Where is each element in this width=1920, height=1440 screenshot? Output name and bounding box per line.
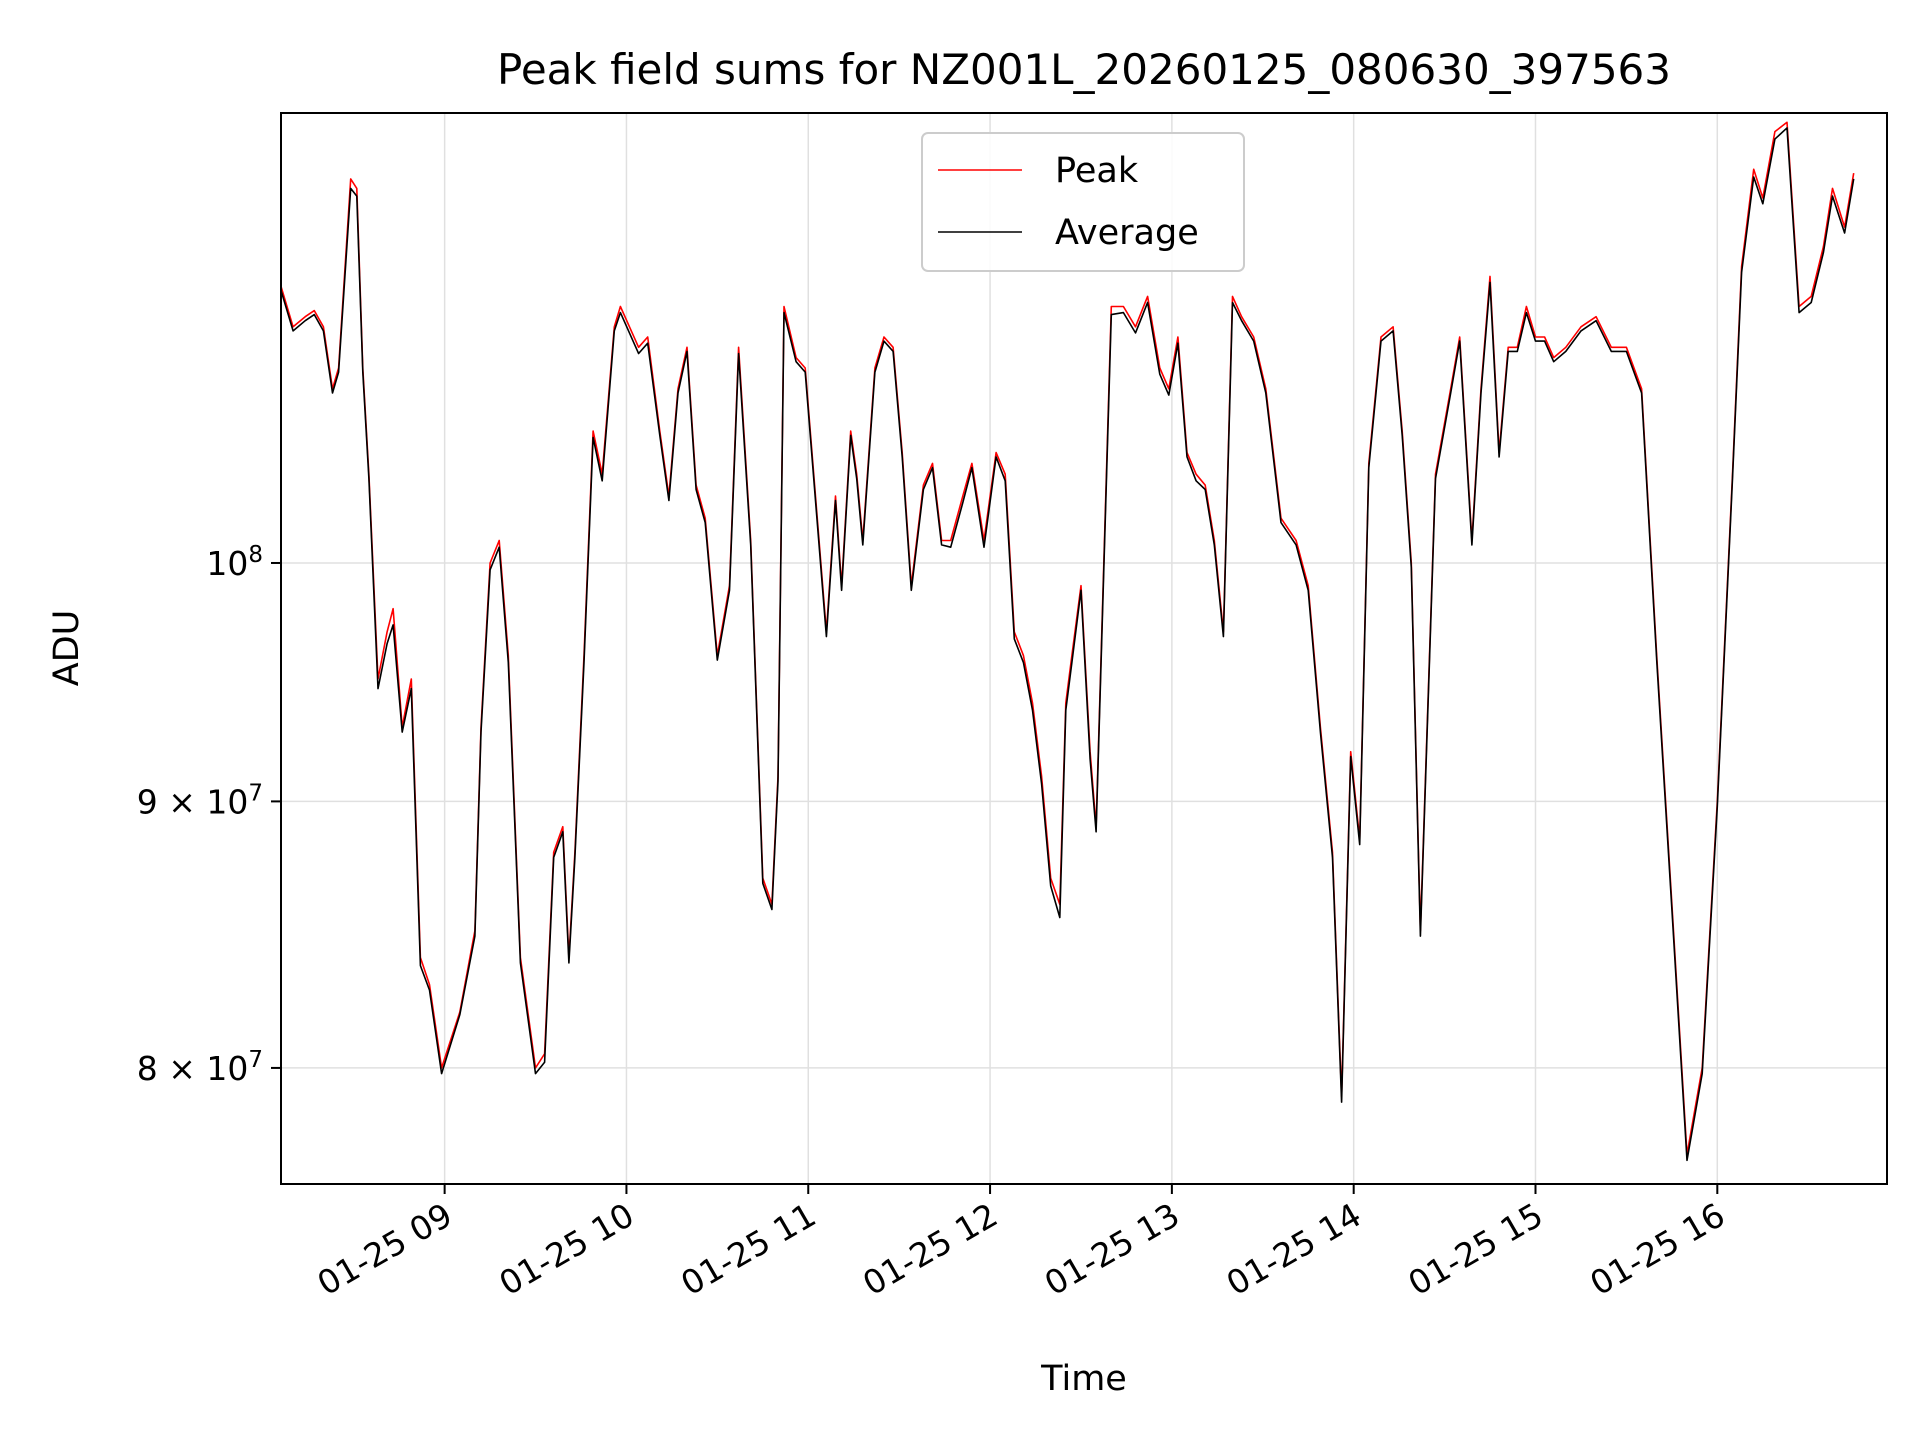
legend-label-average: Average — [1055, 213, 1199, 253]
y-tick-label: 8 × 107 — [137, 1047, 263, 1088]
plot-frame — [280, 112, 1888, 1185]
legend-label-peak: Peak — [1055, 151, 1139, 191]
y-tick-label: 9 × 107 — [137, 780, 263, 821]
y-axis: 8 × 107 9 × 107 108 — [137, 542, 281, 1088]
legend: Peak Average — [921, 132, 1245, 272]
chart-title: Peak field sums for NZ001L_20260125_0806… — [497, 45, 1671, 94]
legend-box — [921, 132, 1245, 272]
series-layer — [280, 121, 1855, 1162]
series-line-average — [280, 127, 1855, 1162]
grid — [281, 113, 1887, 1184]
x-axis-label: Time — [1040, 1359, 1127, 1399]
y-tick-label: 108 — [206, 542, 263, 583]
y-axis-label: ADU — [47, 610, 87, 687]
